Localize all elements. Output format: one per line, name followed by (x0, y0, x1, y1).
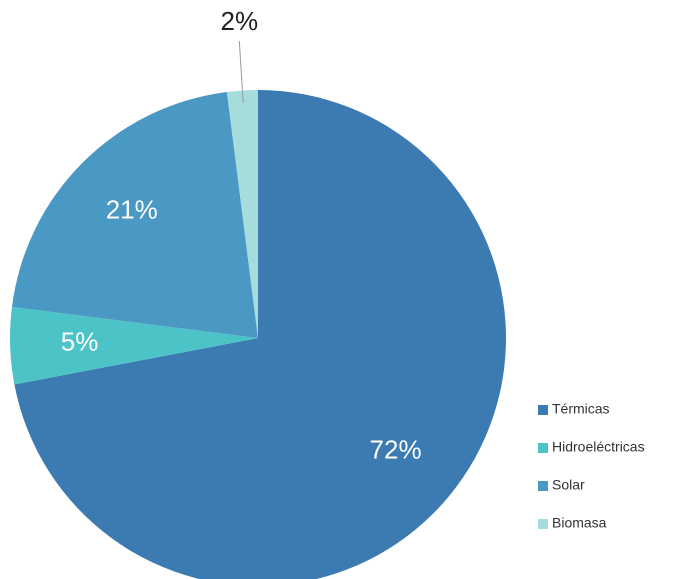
pie-slice (9, 306, 259, 385)
legend-swatch (538, 519, 548, 529)
pie-slice (14, 90, 506, 579)
data-label: 2% (221, 6, 259, 36)
data-label: 21% (106, 195, 158, 225)
legend-label: Térmicas (552, 401, 610, 417)
pie-slice (226, 90, 258, 338)
legend-label: Solar (552, 477, 585, 493)
legend-swatch (538, 481, 548, 491)
data-label: 5% (61, 326, 99, 356)
legend-swatch (538, 443, 548, 453)
data-label: 72% (370, 435, 422, 465)
leader-line (238, 40, 244, 103)
legend-label: Biomasa (552, 515, 607, 531)
legend-label: Hidroeléctricas (552, 439, 645, 455)
pie-slice (11, 91, 259, 338)
legend-swatch (538, 405, 548, 415)
